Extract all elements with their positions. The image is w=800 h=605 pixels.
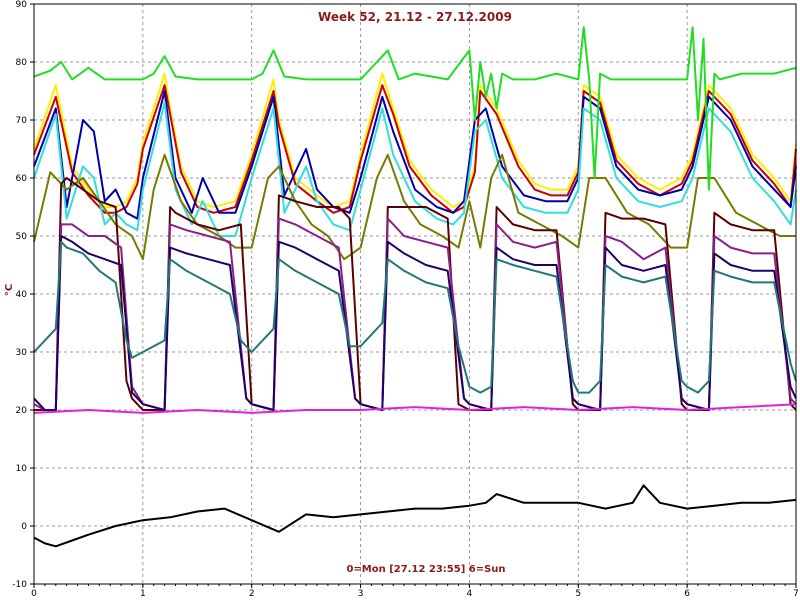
grid <box>34 4 796 584</box>
x-tick-label: 2 <box>249 589 255 599</box>
axes: -10 0 10 20 30 40 50 60 70 80 90 0 1 2 3 4 5 6 7 <box>12 0 799 599</box>
x-tick-label: 5 <box>575 589 581 599</box>
series-line-11 <box>33 26 797 191</box>
y-tick-label: 10 <box>16 464 28 474</box>
chart-footer: 0=Mon [27.12 23:55] 6=Sun <box>346 564 505 575</box>
x-tick-label: 4 <box>467 589 473 599</box>
y-tick-label: 30 <box>16 348 28 358</box>
x-tick-label: 1 <box>140 589 146 599</box>
y-tick-label: 80 <box>16 58 28 68</box>
y-tick-label: 20 <box>16 406 28 416</box>
series-line-1 <box>33 72 797 208</box>
y-axis-label: °C <box>4 284 15 296</box>
y-tick-label: 60 <box>16 174 28 184</box>
x-tick-label: 6 <box>684 589 690 599</box>
series-line-6 <box>34 177 797 411</box>
series-line-9 <box>33 240 797 394</box>
series-group <box>33 26 797 548</box>
series-line-12 <box>33 484 797 548</box>
series-line-4 <box>33 101 797 237</box>
y-tick-label: 70 <box>16 116 28 126</box>
series-line-5 <box>33 153 796 261</box>
series-line-8 <box>33 235 797 411</box>
y-tick-label: 50 <box>16 232 28 242</box>
x-tick-label: 7 <box>793 589 799 599</box>
x-tick-label: 0 <box>31 589 37 599</box>
chart-title: Week 52, 21.12 - 27.12.2009 <box>318 10 512 24</box>
y-tick-label: 90 <box>16 0 28 10</box>
y-tick-label: -10 <box>12 580 27 590</box>
y-tick-label: 40 <box>16 290 28 300</box>
series-line-3 <box>33 90 797 220</box>
series-line-10 <box>33 403 797 414</box>
series-line-2 <box>33 84 797 214</box>
x-tick-label: 3 <box>358 589 364 599</box>
y-tick-label: 0 <box>21 522 27 532</box>
